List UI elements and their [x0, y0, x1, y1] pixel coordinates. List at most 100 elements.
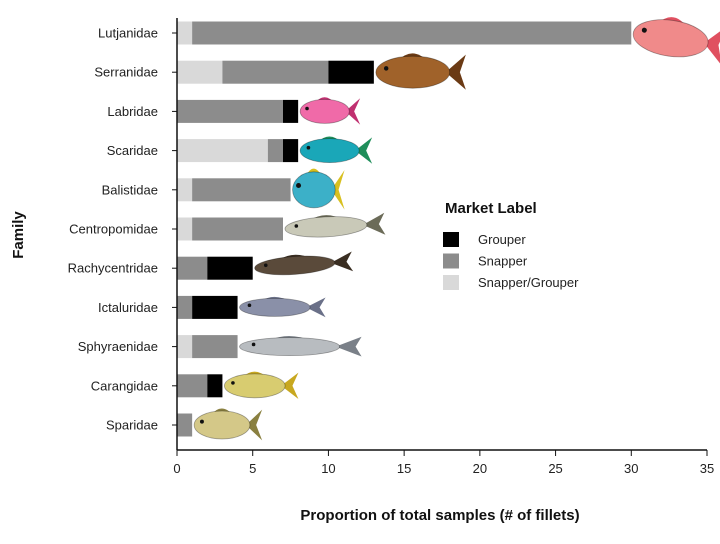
category-label-balistidae: Balistidae [102, 182, 158, 197]
bar-ictaluridae-snapper [177, 295, 193, 319]
fish-body [284, 216, 368, 238]
bar-serranidae-snapper [222, 60, 329, 84]
fish-tail [245, 409, 263, 441]
fish-body [224, 373, 286, 399]
x-tick-label: 10 [321, 461, 335, 476]
cobia-icon [254, 251, 354, 276]
fish-body [254, 255, 336, 276]
bar-lutjanidae-snapper [192, 21, 632, 45]
fish-body [632, 19, 709, 58]
bar-rachycentridae-grouper [207, 256, 253, 280]
fish-tail [330, 251, 354, 272]
hogfish-icon [299, 97, 361, 125]
bar-balistidae-snapper [192, 178, 291, 202]
bar-rachycentridae-snapper [177, 256, 208, 280]
bar-sphyraenidae-snapper [192, 335, 238, 359]
jack-icon [224, 371, 299, 399]
category-label-serranidae: Serranidae [94, 65, 158, 80]
category-label-labridae: Labridae [107, 104, 158, 119]
grouper-icon [375, 53, 466, 90]
fish-body [292, 171, 336, 209]
bar-sphyraenidae-snapper-grouper [177, 335, 193, 359]
bar-labridae-snapper [177, 99, 283, 123]
fish-eye [247, 303, 252, 308]
porgy-icon [193, 408, 263, 441]
bar-ictaluridae-grouper [192, 295, 238, 319]
category-label-centropomidae: Centropomidae [69, 222, 158, 237]
bar-serranidae-snapper-grouper [177, 60, 223, 84]
x-tick-label: 25 [548, 461, 562, 476]
x-tick-label: 35 [700, 461, 714, 476]
triggerfish-icon [292, 168, 345, 210]
catfish-icon [239, 296, 326, 318]
snook-icon [284, 212, 386, 238]
legend-swatch-snapper-grouper [443, 275, 459, 290]
category-label-scaridae: Scaridae [107, 143, 158, 158]
fish-eye [641, 27, 647, 33]
legend-swatch-snapper [443, 253, 459, 269]
red-snapper-icon [632, 17, 720, 66]
fish-eye [199, 419, 204, 424]
barracuda-icon [239, 336, 362, 357]
x-tick-label: 20 [473, 461, 487, 476]
bar-serranidae-grouper [328, 60, 374, 84]
fish-tail [306, 297, 326, 318]
fish-eye [296, 182, 302, 188]
fish-body [239, 297, 311, 317]
x-ticks: 0 5 10 15 20 25 30 35 [173, 450, 714, 476]
x-axis-title: Proportion of total samples (# of fillet… [300, 507, 579, 524]
bar-sparidae-snapper [177, 413, 193, 437]
legend-swatch-grouper [443, 232, 459, 247]
legend-label-snapper: Snapper [478, 254, 528, 269]
fish-icons-group [193, 17, 720, 441]
fish-tail [345, 98, 361, 125]
fish-tail [281, 372, 299, 399]
category-label-lutjanidae: Lutjanidae [98, 26, 158, 41]
fish-tail [362, 212, 386, 235]
bar-labridae-grouper [283, 99, 299, 123]
legend-label-snapper-grouper: Snapper/Grouper [478, 275, 579, 290]
fish-body [193, 410, 251, 440]
bar-lutjanidae-snapper-grouper [177, 21, 193, 45]
category-label-rachycentridae: Rachycentridae [68, 261, 158, 276]
x-tick-label: 5 [249, 461, 256, 476]
category-labels: Lutjanidae Serranidae Labridae Scaridae Bali… [68, 26, 177, 433]
fish-body [299, 99, 350, 124]
x-tick-label: 0 [173, 461, 180, 476]
bar-centropomidae-snapper [192, 217, 283, 241]
fish-tail [704, 26, 720, 66]
legend: Market Label Grouper Snapper Snapper/Group… [443, 200, 579, 290]
fish-body [239, 337, 341, 357]
category-label-sparidae: Sparidae [106, 418, 158, 433]
fish-tail [445, 54, 466, 90]
bar-carangidae-grouper [207, 374, 223, 398]
x-tick-label: 30 [624, 461, 638, 476]
bar-balistidae-snapper-grouper [177, 178, 193, 202]
bar-scaridae-snapper-grouper [177, 139, 268, 163]
fish-body [299, 138, 360, 164]
legend-label-grouper: Grouper [478, 232, 526, 247]
fish-tail [355, 137, 373, 164]
bars-group [177, 21, 632, 437]
fish-eye [263, 263, 268, 268]
category-label-ictaluridae: Ictaluridae [98, 300, 158, 315]
y-axis-title: Family [10, 211, 27, 259]
fish-eye [251, 342, 256, 347]
fish-tail [335, 336, 362, 357]
parrotfish-icon [299, 136, 373, 164]
bar-centropomidae-snapper-grouper [177, 217, 193, 241]
fish-eye [294, 224, 299, 228]
legend-title: Market Label [445, 200, 537, 217]
bar-carangidae-snapper [177, 374, 208, 398]
fish-body [375, 55, 451, 89]
fish-eye [231, 381, 235, 385]
category-label-sphyraenidae: Sphyraenidae [78, 339, 158, 354]
fish-eye [305, 106, 309, 111]
fish-tail [331, 170, 345, 210]
fish-eye [383, 66, 389, 71]
category-label-carangidae: Carangidae [91, 378, 158, 393]
bar-scaridae-grouper [283, 139, 299, 163]
bar-scaridae-snapper [267, 139, 283, 163]
x-tick-label: 15 [397, 461, 411, 476]
